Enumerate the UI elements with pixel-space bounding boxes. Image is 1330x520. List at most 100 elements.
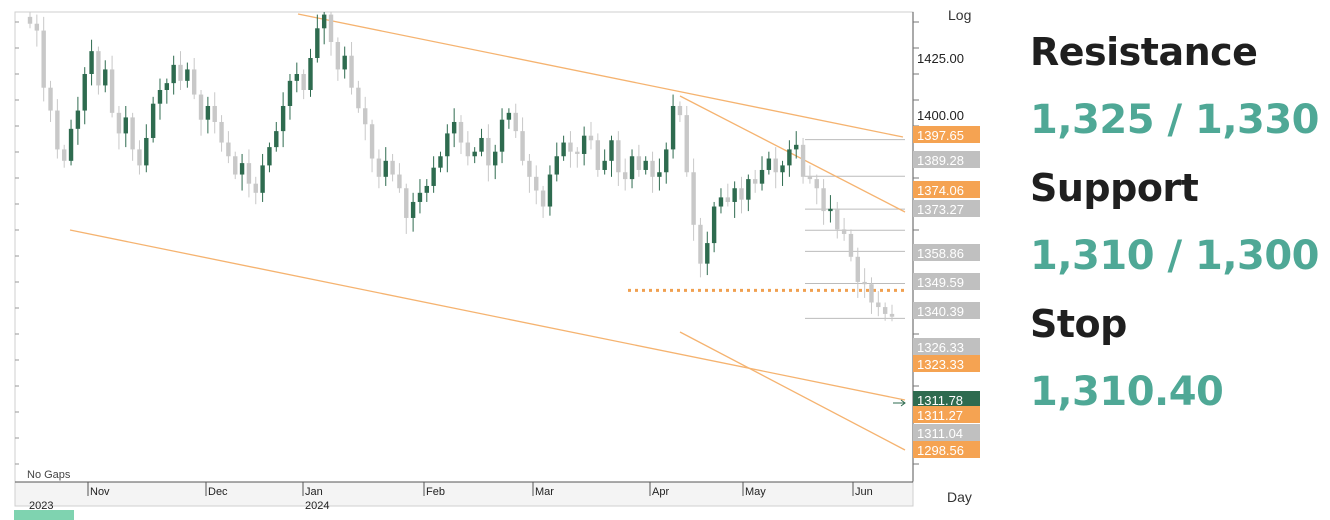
candle-body [294, 73, 300, 81]
gaps-label: No Gaps [27, 469, 71, 481]
candle-body [711, 206, 717, 244]
candle-body [164, 83, 170, 90]
candle-body [369, 124, 375, 159]
price-label: 1323.33 [917, 357, 964, 372]
price-label-box [913, 181, 980, 198]
candle-body [342, 55, 347, 70]
candle-body [534, 176, 539, 191]
candle-body [55, 110, 60, 150]
candle-body [451, 121, 457, 134]
candle-body [622, 172, 628, 180]
price-label: 1326.33 [917, 340, 964, 355]
price-label-box [913, 424, 980, 441]
candle-body [417, 192, 423, 202]
candle-body [882, 307, 888, 314]
candle-body [171, 64, 176, 84]
candle-body [315, 28, 320, 58]
price-label-box [913, 406, 980, 423]
candle-body [828, 208, 833, 212]
candle-body [410, 201, 416, 218]
candle-body [445, 133, 450, 157]
candle-body [664, 149, 669, 173]
candle-body [889, 313, 895, 317]
candle-body [198, 94, 204, 120]
candle-body [650, 160, 655, 177]
candle-body [520, 131, 525, 161]
last-price-arrow [893, 399, 906, 407]
candle-body [144, 137, 149, 166]
candle-body [321, 14, 327, 29]
candle-body [137, 149, 142, 166]
price-label: 1374.06 [917, 183, 964, 198]
candle-body [267, 147, 272, 166]
candle-body [814, 179, 819, 189]
price-label: 1311.27 [917, 408, 963, 423]
candle-body [226, 142, 231, 157]
candle-body [390, 160, 395, 175]
resistance-value: 1,325 / 1,330 [1030, 97, 1320, 143]
candle-body [260, 165, 265, 193]
candle-body [493, 151, 498, 166]
candle-body [239, 163, 245, 175]
price-label-box [913, 126, 980, 143]
price-label-box [913, 200, 980, 217]
candle-body [301, 73, 306, 90]
x-tick-label: May [745, 486, 766, 498]
chart-area: 1425.00 1400.00 2023 Nov Dec Jan 2024 Feb Mar Ap… [14, 7, 980, 512]
trend-line [679, 95, 906, 213]
price-labels: 1397.65 1389.28 1374.06 1373.27 1358.86 1349.… [913, 126, 980, 458]
candle-body [821, 188, 826, 212]
candle-body [328, 14, 334, 43]
candle-body [855, 256, 860, 282]
candle-body [684, 115, 689, 173]
candle-body [404, 188, 409, 218]
candle-body [219, 121, 224, 143]
stop-value: 1,310.40 [1030, 369, 1224, 415]
candle-body [725, 197, 731, 202]
price-label-box [913, 302, 980, 319]
candle-body [835, 208, 840, 230]
candle-body [787, 149, 792, 166]
candle-body [554, 156, 559, 175]
candle-body [103, 69, 108, 86]
candle-body [540, 190, 546, 207]
candle-body [636, 156, 642, 170]
trend-line [297, 13, 904, 138]
x-axis: 2023 Nov Dec Jan 2024 Feb Mar Apr May Jun [29, 482, 873, 512]
candle-body [438, 156, 443, 168]
candle-body [82, 73, 87, 111]
price-label: 1340.39 [917, 304, 964, 319]
candle-body [27, 16, 33, 24]
candle-body [848, 233, 854, 257]
candle-body [561, 142, 566, 157]
candle-body [178, 64, 183, 81]
candle-body [698, 224, 703, 264]
price-label-box [913, 151, 980, 168]
candle-body [109, 69, 115, 113]
x-tick-label: Apr [652, 486, 669, 498]
candle-body [397, 174, 402, 189]
trend-line [69, 229, 906, 401]
candle-body [677, 105, 683, 116]
candle-body [212, 105, 217, 122]
candle-body [506, 112, 512, 120]
candle-body [157, 89, 163, 104]
candle-body [759, 169, 765, 184]
candle-body [479, 137, 484, 152]
scale-label: Log [948, 7, 971, 23]
candle-body [602, 160, 607, 170]
candle-body [89, 51, 94, 74]
candle-body [780, 165, 785, 173]
candle-body [68, 128, 74, 161]
candle-body [246, 163, 252, 184]
price-label: 1389.28 [917, 153, 964, 168]
candle-body [575, 151, 580, 154]
candle-body [691, 172, 696, 225]
candle-body [746, 179, 751, 200]
x-tick-label: Feb [426, 486, 445, 498]
candle-body [670, 105, 676, 150]
candle-body [287, 80, 293, 106]
candle-body [383, 160, 388, 177]
levels-panel: Resistance 1,325 / 1,330 Support 1,310 /… [1030, 30, 1320, 438]
price-label: 1298.56 [917, 443, 964, 458]
